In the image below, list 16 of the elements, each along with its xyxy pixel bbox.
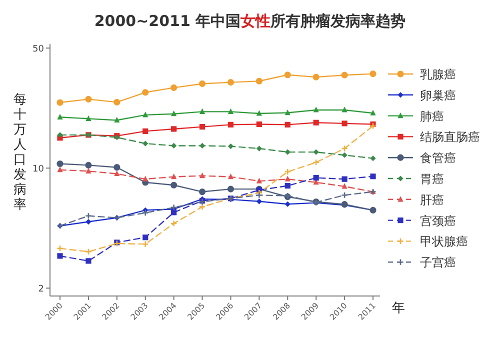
y-axis-title: 每十万人口发病率 [14, 92, 26, 212]
legend-label: 宫颈癌 [420, 214, 456, 228]
y-tick-label: 50 [32, 44, 44, 55]
legend-label: 肝癌 [420, 192, 444, 207]
chart-title: 2000~2011 年中国女性所有肿瘤发病率趋势 [94, 12, 406, 30]
legend-label: 食管癌 [420, 151, 456, 166]
y-tick-label: 10 [32, 164, 44, 175]
legend-label: 肺癌 [420, 109, 444, 124]
legend-label: 胃癌 [420, 172, 444, 186]
legend-label: 卵巢癌 [420, 88, 456, 102]
legend-label: 结肠直肠癌 [420, 130, 480, 144]
legend-label: 乳腺癌 [420, 68, 456, 82]
legend-label: 子宫癌 [420, 256, 456, 270]
y-tick-label: 2 [38, 284, 44, 295]
legend-label: 甲状腺癌 [420, 234, 468, 249]
x-axis-title: 年 [392, 301, 405, 316]
